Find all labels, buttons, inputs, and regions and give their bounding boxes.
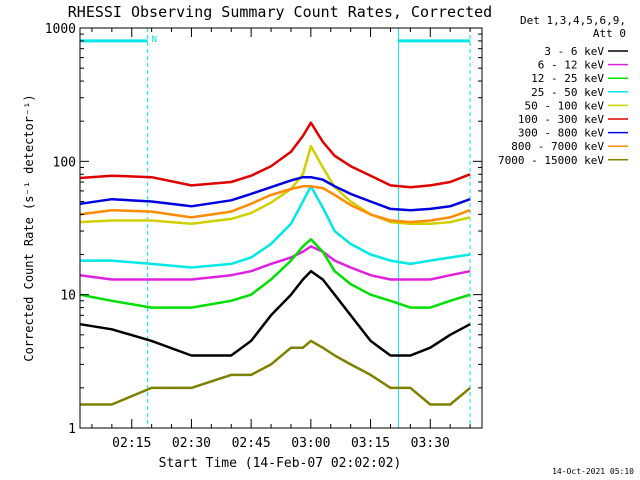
flags: N bbox=[80, 35, 471, 45]
x-tick-label-1: 02:30 bbox=[172, 436, 211, 451]
series-line-6 bbox=[79, 175, 471, 212]
series-line-8 bbox=[80, 339, 471, 406]
x-tick-label-3: 03:00 bbox=[291, 436, 330, 451]
series-lines bbox=[79, 121, 471, 406]
series-line-2 bbox=[79, 238, 471, 309]
y-tick-label-0: 1 bbox=[68, 422, 76, 437]
series-line-4 bbox=[79, 144, 471, 226]
legend-label-6: 300 - 800 keV bbox=[518, 127, 604, 140]
legend-header-line-2: Att 0 bbox=[593, 27, 626, 40]
legend-header-line-1: Det 1,3,4,5,6,9, bbox=[520, 14, 626, 27]
y-axis: 1 10 100 1000 bbox=[45, 22, 482, 437]
legend-label-4: 50 - 100 keV bbox=[525, 99, 605, 112]
y-tick-label-3: 1000 bbox=[45, 22, 76, 37]
y-tick-label-1: 10 bbox=[60, 289, 76, 304]
legend-label-2: 12 - 25 keV bbox=[531, 72, 604, 85]
x-tick-label-4: 03:15 bbox=[351, 436, 390, 451]
series-line-0 bbox=[79, 269, 471, 357]
x-axis: 02:15 02:30 02:45 03:00 03:15 03:30 bbox=[91, 28, 471, 451]
legend-label-3: 25 - 50 keV bbox=[531, 86, 604, 99]
flag-label-0: N bbox=[152, 35, 157, 45]
legend-label-5: 100 - 300 keV bbox=[518, 113, 604, 126]
series-line-7 bbox=[79, 185, 471, 224]
chart-title: RHESSI Observing Summary Count Rates, Co… bbox=[68, 3, 492, 21]
y-axis-label: Corrected Count Rate (s⁻¹ detector⁻¹) bbox=[22, 94, 36, 361]
legend-label-8: 7000 - 15000 keV bbox=[498, 154, 604, 167]
x-tick-label-0: 02:15 bbox=[112, 436, 151, 451]
series-line-5 bbox=[79, 121, 471, 189]
timestamp: 14-Oct-2021 05:10 bbox=[552, 467, 634, 476]
plot-frame bbox=[79, 27, 483, 429]
legend-label-0: 3 - 6 keV bbox=[544, 45, 604, 58]
x-axis-label: Start Time (14-Feb-07 02:02:02) bbox=[159, 456, 402, 471]
x-tick-label-2: 02:45 bbox=[232, 436, 271, 451]
legend-label-1: 6 - 12 keV bbox=[538, 59, 605, 72]
x-tick-label-5: 03:30 bbox=[411, 436, 450, 451]
legend-label-7: 800 - 7000 keV bbox=[511, 140, 604, 153]
y-tick-label-2: 100 bbox=[53, 155, 76, 170]
series-line-1 bbox=[79, 245, 471, 281]
